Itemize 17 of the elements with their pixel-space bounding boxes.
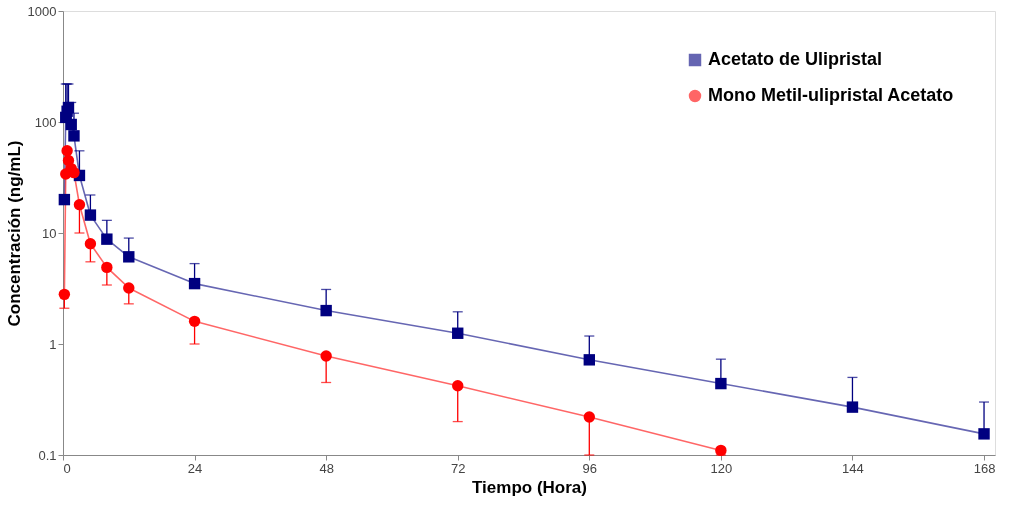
legend-label: Mono Metil-ulipristal Acetato	[708, 85, 954, 105]
y-axis-title: Concentración (ng/mL)	[4, 140, 24, 327]
y-tick-label: 0.1	[38, 447, 57, 463]
x-tick-label: 24	[187, 460, 203, 476]
x-tick-label: 168	[973, 460, 996, 476]
y-tick-label: 1000	[27, 3, 57, 19]
x-axis-title: Tiempo (Hora)	[472, 477, 587, 497]
x-tick-label: 144	[842, 460, 864, 476]
y-tick-label: 10	[42, 225, 57, 241]
x-tick-label: 120	[710, 460, 733, 476]
y-tick-label: 100	[34, 114, 57, 130]
x-tick-label: 0	[63, 460, 71, 476]
legend-label: Acetato de Ulipristal	[708, 49, 883, 69]
x-tick-label: 96	[582, 460, 598, 476]
x-tick-label: 48	[319, 460, 334, 476]
y-tick-label: 1	[49, 336, 57, 352]
x-tick-label: 72	[451, 460, 466, 476]
